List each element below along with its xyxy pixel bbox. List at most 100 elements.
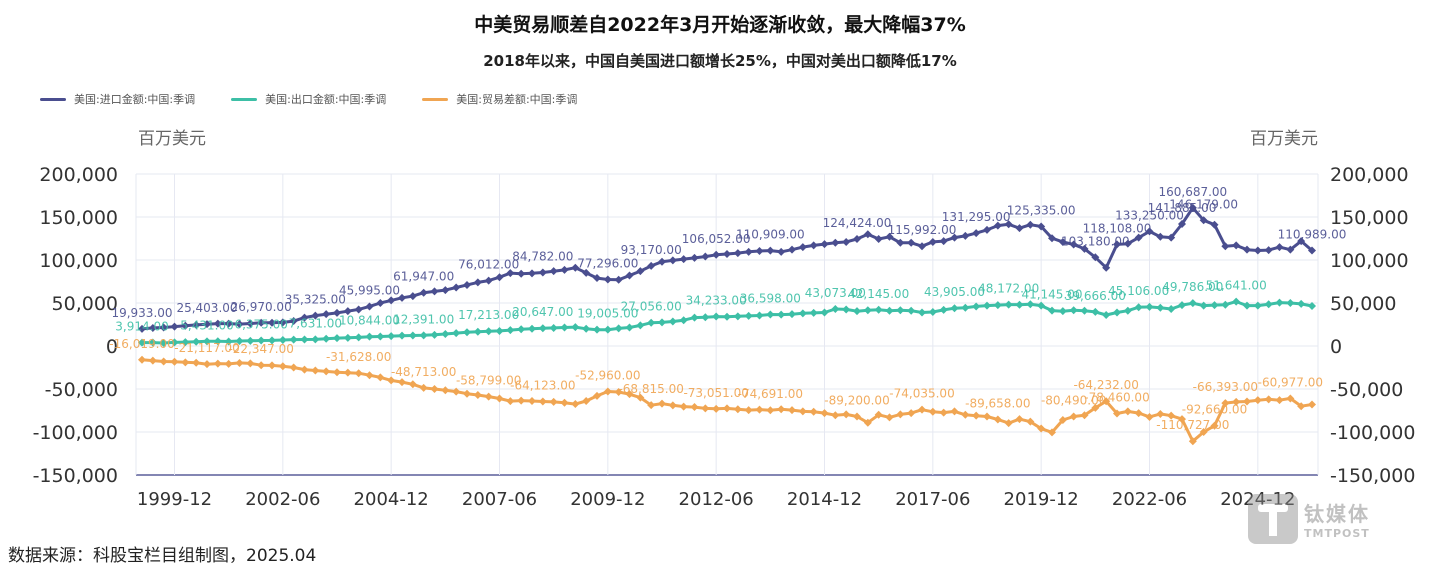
data-label: -110,727.00 xyxy=(1156,418,1229,432)
data-point xyxy=(1004,419,1013,428)
data-point xyxy=(463,280,471,289)
legend-item-imports[interactable]: 美国:进口金额:中国:季调 xyxy=(40,91,195,107)
data-point xyxy=(582,397,591,406)
data-point xyxy=(831,238,840,247)
data-point xyxy=(549,267,558,276)
data-label: 7,631.00 xyxy=(289,316,342,330)
y-tick-label-left: -100,000 xyxy=(33,422,118,444)
data-point xyxy=(614,324,623,333)
data-label: 39,666.00 xyxy=(1065,289,1126,303)
y-tick-label-right: 150,000 xyxy=(1330,207,1409,229)
data-point xyxy=(1015,224,1024,233)
data-label: 77,296.00 xyxy=(577,257,638,271)
data-point xyxy=(1004,300,1013,309)
data-point xyxy=(1080,306,1089,315)
data-label: 6,375.00 xyxy=(234,318,287,332)
data-label: -16,019.00 xyxy=(109,337,174,351)
data-point xyxy=(1026,300,1035,309)
data-label: 160,687.00 xyxy=(1158,185,1227,199)
data-point xyxy=(495,326,504,335)
data-point xyxy=(1048,234,1056,243)
data-point xyxy=(733,405,742,414)
data-point xyxy=(1167,305,1176,314)
data-point xyxy=(798,407,807,416)
data-point xyxy=(853,307,861,316)
legend-item-balance[interactable]: 美国:贸易差额:中国:季调 xyxy=(422,91,577,107)
data-point xyxy=(907,306,916,315)
data-point xyxy=(907,238,916,247)
data-point xyxy=(993,221,1002,230)
data-point xyxy=(1253,246,1262,255)
data-label: 3,914.00 xyxy=(115,320,168,334)
data-point xyxy=(1102,311,1111,320)
data-point xyxy=(907,409,916,418)
data-point xyxy=(268,361,276,370)
data-label: -92,660.00 xyxy=(1182,403,1247,417)
data-point xyxy=(625,271,634,280)
data-point xyxy=(972,229,981,238)
data-point xyxy=(1156,303,1165,312)
watermark: 钛媒体 TMTPOST xyxy=(1248,494,1370,544)
data-point xyxy=(766,246,775,255)
data-point xyxy=(1037,424,1046,433)
data-point xyxy=(690,253,699,262)
data-point xyxy=(538,397,547,406)
data-point xyxy=(668,256,677,265)
data-point xyxy=(473,327,482,336)
data-point xyxy=(138,324,146,333)
data-label: 76,012.00 xyxy=(458,258,519,272)
data-point xyxy=(885,306,894,315)
data-label: 51,641.00 xyxy=(1206,279,1267,293)
data-point xyxy=(777,405,786,414)
data-labels: 19,933.00 25,403.0026,970.0035,325.0045,9… xyxy=(109,185,1346,432)
data-label: 49,786.00 xyxy=(1162,280,1223,294)
data-point xyxy=(928,237,937,246)
legend-label-imports: 美国:进口金额:中国:季调 xyxy=(74,93,196,106)
data-point xyxy=(170,338,179,347)
data-point xyxy=(1286,299,1295,307)
data-point xyxy=(798,309,807,318)
legend-item-exports[interactable]: 美国:出口金额:中国:季调 xyxy=(231,91,386,107)
x-tick-label: 1999-12 xyxy=(137,489,212,510)
data-point xyxy=(950,407,959,416)
data-point xyxy=(224,359,233,368)
data-point xyxy=(928,407,937,416)
legend-swatch-exports xyxy=(231,97,258,101)
data-point xyxy=(343,307,352,316)
data-point xyxy=(1253,396,1262,405)
data-point xyxy=(484,276,493,285)
data-label: -66,393.00 xyxy=(1193,380,1258,394)
data-point xyxy=(1232,397,1241,406)
data-point xyxy=(1308,302,1316,311)
data-label: -58,799.00 xyxy=(456,374,521,388)
data-point xyxy=(679,316,688,325)
data-point xyxy=(441,286,450,295)
legend-label-exports: 美国:出口金额:中国:季调 xyxy=(265,93,387,106)
data-point xyxy=(376,332,385,341)
x-tick-label: 2007-06 xyxy=(462,489,537,510)
data-label: 124,424.00 xyxy=(823,216,892,230)
data-point xyxy=(538,324,547,333)
data-point xyxy=(918,405,926,414)
data-point xyxy=(896,410,905,419)
data-point xyxy=(1199,428,1208,436)
data-point xyxy=(1026,417,1035,426)
data-point xyxy=(387,376,396,385)
data-point xyxy=(1058,415,1067,424)
data-point xyxy=(603,387,612,396)
data-label: 118,108.00 xyxy=(1083,221,1152,235)
data-point xyxy=(842,410,851,419)
data-point xyxy=(939,305,948,314)
data-point xyxy=(755,246,764,255)
data-point xyxy=(950,233,959,242)
data-point xyxy=(246,336,255,345)
data-point xyxy=(701,404,710,413)
data-label: 93,170.00 xyxy=(621,243,682,257)
data-point xyxy=(733,312,742,321)
data-point xyxy=(148,338,157,347)
data-point xyxy=(376,299,385,307)
data-point xyxy=(246,319,255,328)
data-point xyxy=(192,358,201,367)
data-point xyxy=(528,397,536,406)
data-point xyxy=(885,232,894,241)
